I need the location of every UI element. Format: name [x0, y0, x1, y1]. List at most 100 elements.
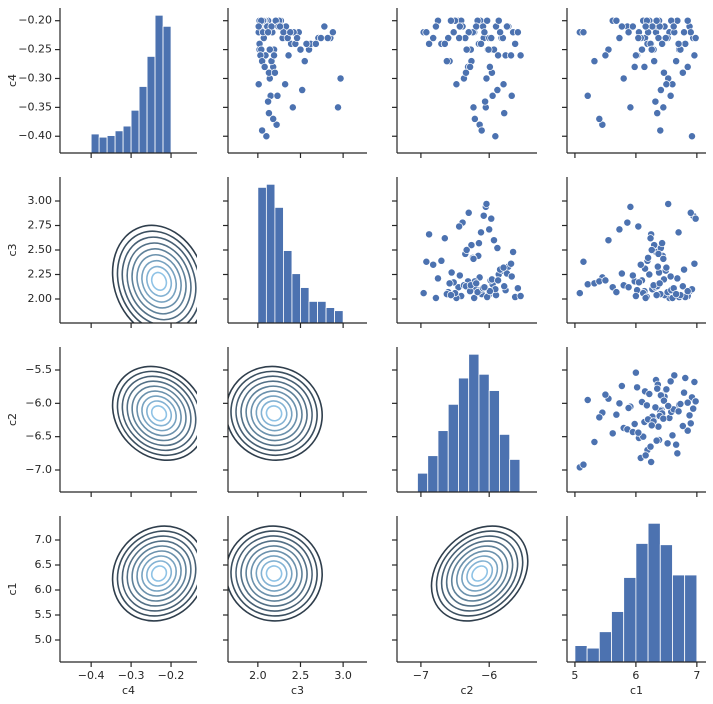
histogram-bar: [672, 574, 686, 662]
scatter-point: [482, 74, 491, 83]
scatter-point: [612, 410, 621, 419]
scatter-point: [681, 374, 690, 382]
scatter-point: [624, 28, 633, 37]
scatter-point: [633, 383, 642, 392]
scatter-point: [467, 241, 476, 250]
kde-contour: [445, 540, 514, 607]
y-tick-label: −0.35: [18, 100, 52, 113]
kde-contour: [240, 540, 308, 607]
scatter-point: [254, 22, 263, 31]
scatter-point: [680, 388, 689, 397]
y-tick-label: 3.00: [28, 194, 53, 207]
scatter-point: [640, 62, 649, 71]
scatter-point: [449, 28, 458, 37]
scatter-point: [659, 254, 668, 263]
scatter-point: [462, 45, 471, 54]
panel: [562, 347, 706, 497]
kde-contour: [131, 248, 187, 315]
scatter-point: [429, 34, 438, 42]
kde-contour: [111, 525, 197, 622]
scatter-point: [472, 22, 481, 31]
scatter-point: [655, 279, 664, 288]
x-tick-label: 7: [693, 669, 700, 682]
scatter-point: [334, 103, 342, 112]
scatter-point: [645, 270, 654, 279]
scatter-point: [654, 34, 663, 42]
scatter-point: [689, 404, 698, 413]
scatter-point: [659, 396, 668, 405]
y-tick-label: 6.5: [35, 558, 53, 571]
plot-area: [575, 368, 700, 472]
y-tick-label: −7.0: [25, 463, 52, 476]
scatter-point: [477, 228, 485, 237]
scatter-point: [516, 51, 525, 60]
scatter-point: [455, 271, 464, 280]
y-tick-label: 2.25: [28, 267, 53, 280]
panel: [392, 177, 537, 328]
scatter-point: [466, 62, 475, 71]
scatter-point: [473, 288, 482, 297]
plot-area: [228, 525, 323, 622]
scatter-point: [595, 413, 604, 422]
scatter-point: [601, 276, 610, 285]
scatter-point: [680, 28, 689, 37]
scatter-point: [664, 402, 673, 410]
scatter-point: [265, 45, 274, 54]
scatter-point: [579, 28, 588, 37]
scatter-point: [431, 294, 440, 302]
histogram-bar: [647, 522, 661, 662]
scatter-point: [647, 246, 656, 254]
scatter-point: [425, 39, 434, 48]
scatter-point: [628, 271, 637, 280]
scatter-point: [642, 401, 651, 410]
scatter-point: [499, 263, 508, 272]
scatter-point: [494, 16, 503, 25]
scatter-point: [646, 442, 655, 451]
scatter-point: [469, 103, 478, 112]
kde-contour: [136, 390, 182, 437]
scatter-point: [281, 80, 290, 89]
scatter-point: [264, 97, 273, 106]
scatter-point: [644, 253, 653, 262]
scatter-point: [487, 34, 496, 42]
scatter-point: [638, 45, 646, 54]
plot-area: [111, 224, 197, 323]
kde-contour: [245, 545, 303, 602]
panel: −5.5 −6.0 −6.5 −7.0 c2: [6, 347, 197, 497]
scatter-point: [444, 34, 453, 42]
x-axis-label: c1: [630, 684, 643, 697]
scatter-point: [513, 28, 522, 37]
scatter-point: [601, 51, 610, 60]
scatter-point: [264, 109, 273, 118]
histogram-bar: [598, 631, 612, 662]
histogram-bar: [468, 353, 480, 492]
histogram-bar: [586, 647, 600, 662]
scatter-point: [491, 132, 500, 141]
kde-contour: [131, 545, 187, 602]
scatter-point: [507, 51, 515, 60]
scatter-point: [668, 431, 677, 440]
scatter-point: [634, 428, 643, 437]
histogram-bar: [257, 186, 267, 323]
kde-contour: [150, 405, 168, 422]
scatter-point: [658, 239, 667, 248]
y-tick-label: −0.30: [18, 71, 52, 84]
scatter-point: [623, 218, 632, 227]
scatter-point: [429, 260, 438, 269]
y-tick-label: −0.25: [18, 43, 52, 56]
histogram-bar: [154, 14, 164, 153]
scatter-point: [264, 28, 273, 37]
scatter-point: [507, 259, 515, 268]
histogram-bar: [130, 109, 140, 153]
scatter-point: [686, 208, 695, 217]
scatter-point: [445, 279, 454, 288]
scatter-point: [258, 126, 267, 135]
scatter-point: [487, 214, 496, 223]
scatter-point: [490, 236, 498, 245]
histogram-bar: [114, 130, 124, 153]
x-tick-label: −0.3: [118, 669, 145, 682]
scatter-point: [507, 91, 516, 100]
scatter-point: [260, 62, 269, 71]
scatter-point: [483, 16, 492, 25]
